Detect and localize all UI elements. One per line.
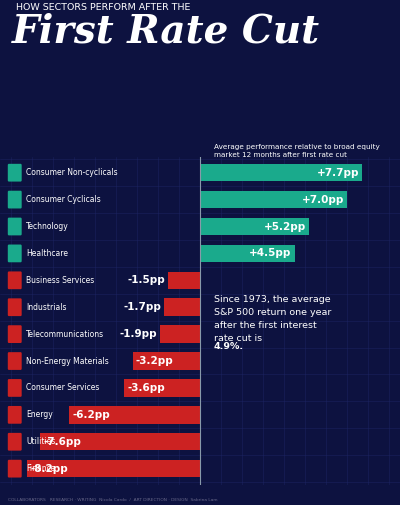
Text: Energy: Energy (26, 411, 53, 419)
FancyBboxPatch shape (8, 271, 22, 289)
Text: Industrials: Industrials (26, 302, 66, 312)
FancyBboxPatch shape (8, 352, 22, 370)
Bar (133, 352, 200, 370)
Text: COLLABORATORS   RESEARCH · WRITING  Nicola Cardo  /  ART DIRECTION · DESIGN  Sab: COLLABORATORS RESEARCH · WRITING Nicola … (8, 498, 218, 502)
Text: Finance: Finance (26, 464, 55, 473)
Text: -8.2pp: -8.2pp (30, 464, 68, 474)
Text: Telecommunications: Telecommunications (26, 330, 104, 339)
Text: -1.7pp: -1.7pp (123, 302, 161, 312)
Text: -7.6pp: -7.6pp (43, 437, 81, 447)
Bar (200, 191, 347, 209)
Text: Non-Energy Materials: Non-Energy Materials (26, 357, 109, 366)
Bar (40, 433, 200, 450)
FancyBboxPatch shape (8, 244, 22, 262)
Text: Healthcare: Healthcare (26, 249, 68, 258)
Text: HOW SECTORS PERFORM AFTER THE: HOW SECTORS PERFORM AFTER THE (16, 3, 190, 12)
Text: Consumer Cyclicals: Consumer Cyclicals (26, 195, 101, 204)
Bar (200, 218, 310, 235)
FancyBboxPatch shape (8, 298, 22, 316)
FancyBboxPatch shape (8, 433, 22, 450)
Text: -3.6pp: -3.6pp (127, 383, 165, 393)
Bar (168, 272, 200, 289)
Text: 4.9%.: 4.9%. (214, 342, 244, 351)
FancyBboxPatch shape (8, 218, 22, 235)
Text: Utilities: Utilities (26, 437, 55, 446)
Bar (200, 244, 295, 262)
FancyBboxPatch shape (8, 191, 22, 209)
Text: Consumer Services: Consumer Services (26, 383, 99, 392)
Text: Technology: Technology (26, 222, 69, 231)
Bar (160, 325, 200, 343)
Bar (124, 379, 200, 397)
Text: +5.2pp: +5.2pp (264, 222, 306, 231)
Text: -1.9pp: -1.9pp (119, 329, 157, 339)
FancyBboxPatch shape (8, 379, 22, 397)
Text: Average performance relative to broad equity
market 12 months after first rate c: Average performance relative to broad eq… (214, 144, 380, 159)
FancyBboxPatch shape (8, 460, 22, 478)
Bar (70, 406, 200, 424)
Text: +7.7pp: +7.7pp (316, 168, 359, 178)
Text: -1.5pp: -1.5pp (128, 275, 165, 285)
Bar (164, 298, 200, 316)
Text: First Rate Cut: First Rate Cut (12, 13, 320, 51)
FancyBboxPatch shape (8, 406, 22, 424)
FancyBboxPatch shape (8, 325, 22, 343)
Text: Consumer Non-cyclicals: Consumer Non-cyclicals (26, 168, 118, 177)
Bar (200, 164, 362, 181)
Text: -6.2pp: -6.2pp (73, 410, 110, 420)
Text: Business Services: Business Services (26, 276, 94, 285)
Bar (27, 460, 200, 477)
Text: -3.2pp: -3.2pp (136, 356, 174, 366)
FancyBboxPatch shape (8, 164, 22, 182)
Text: Since 1973, the average
S&P 500 return one year
after the first interest
rate cu: Since 1973, the average S&P 500 return o… (214, 295, 331, 343)
Text: +7.0pp: +7.0pp (302, 194, 344, 205)
Text: +4.5pp: +4.5pp (249, 248, 292, 259)
